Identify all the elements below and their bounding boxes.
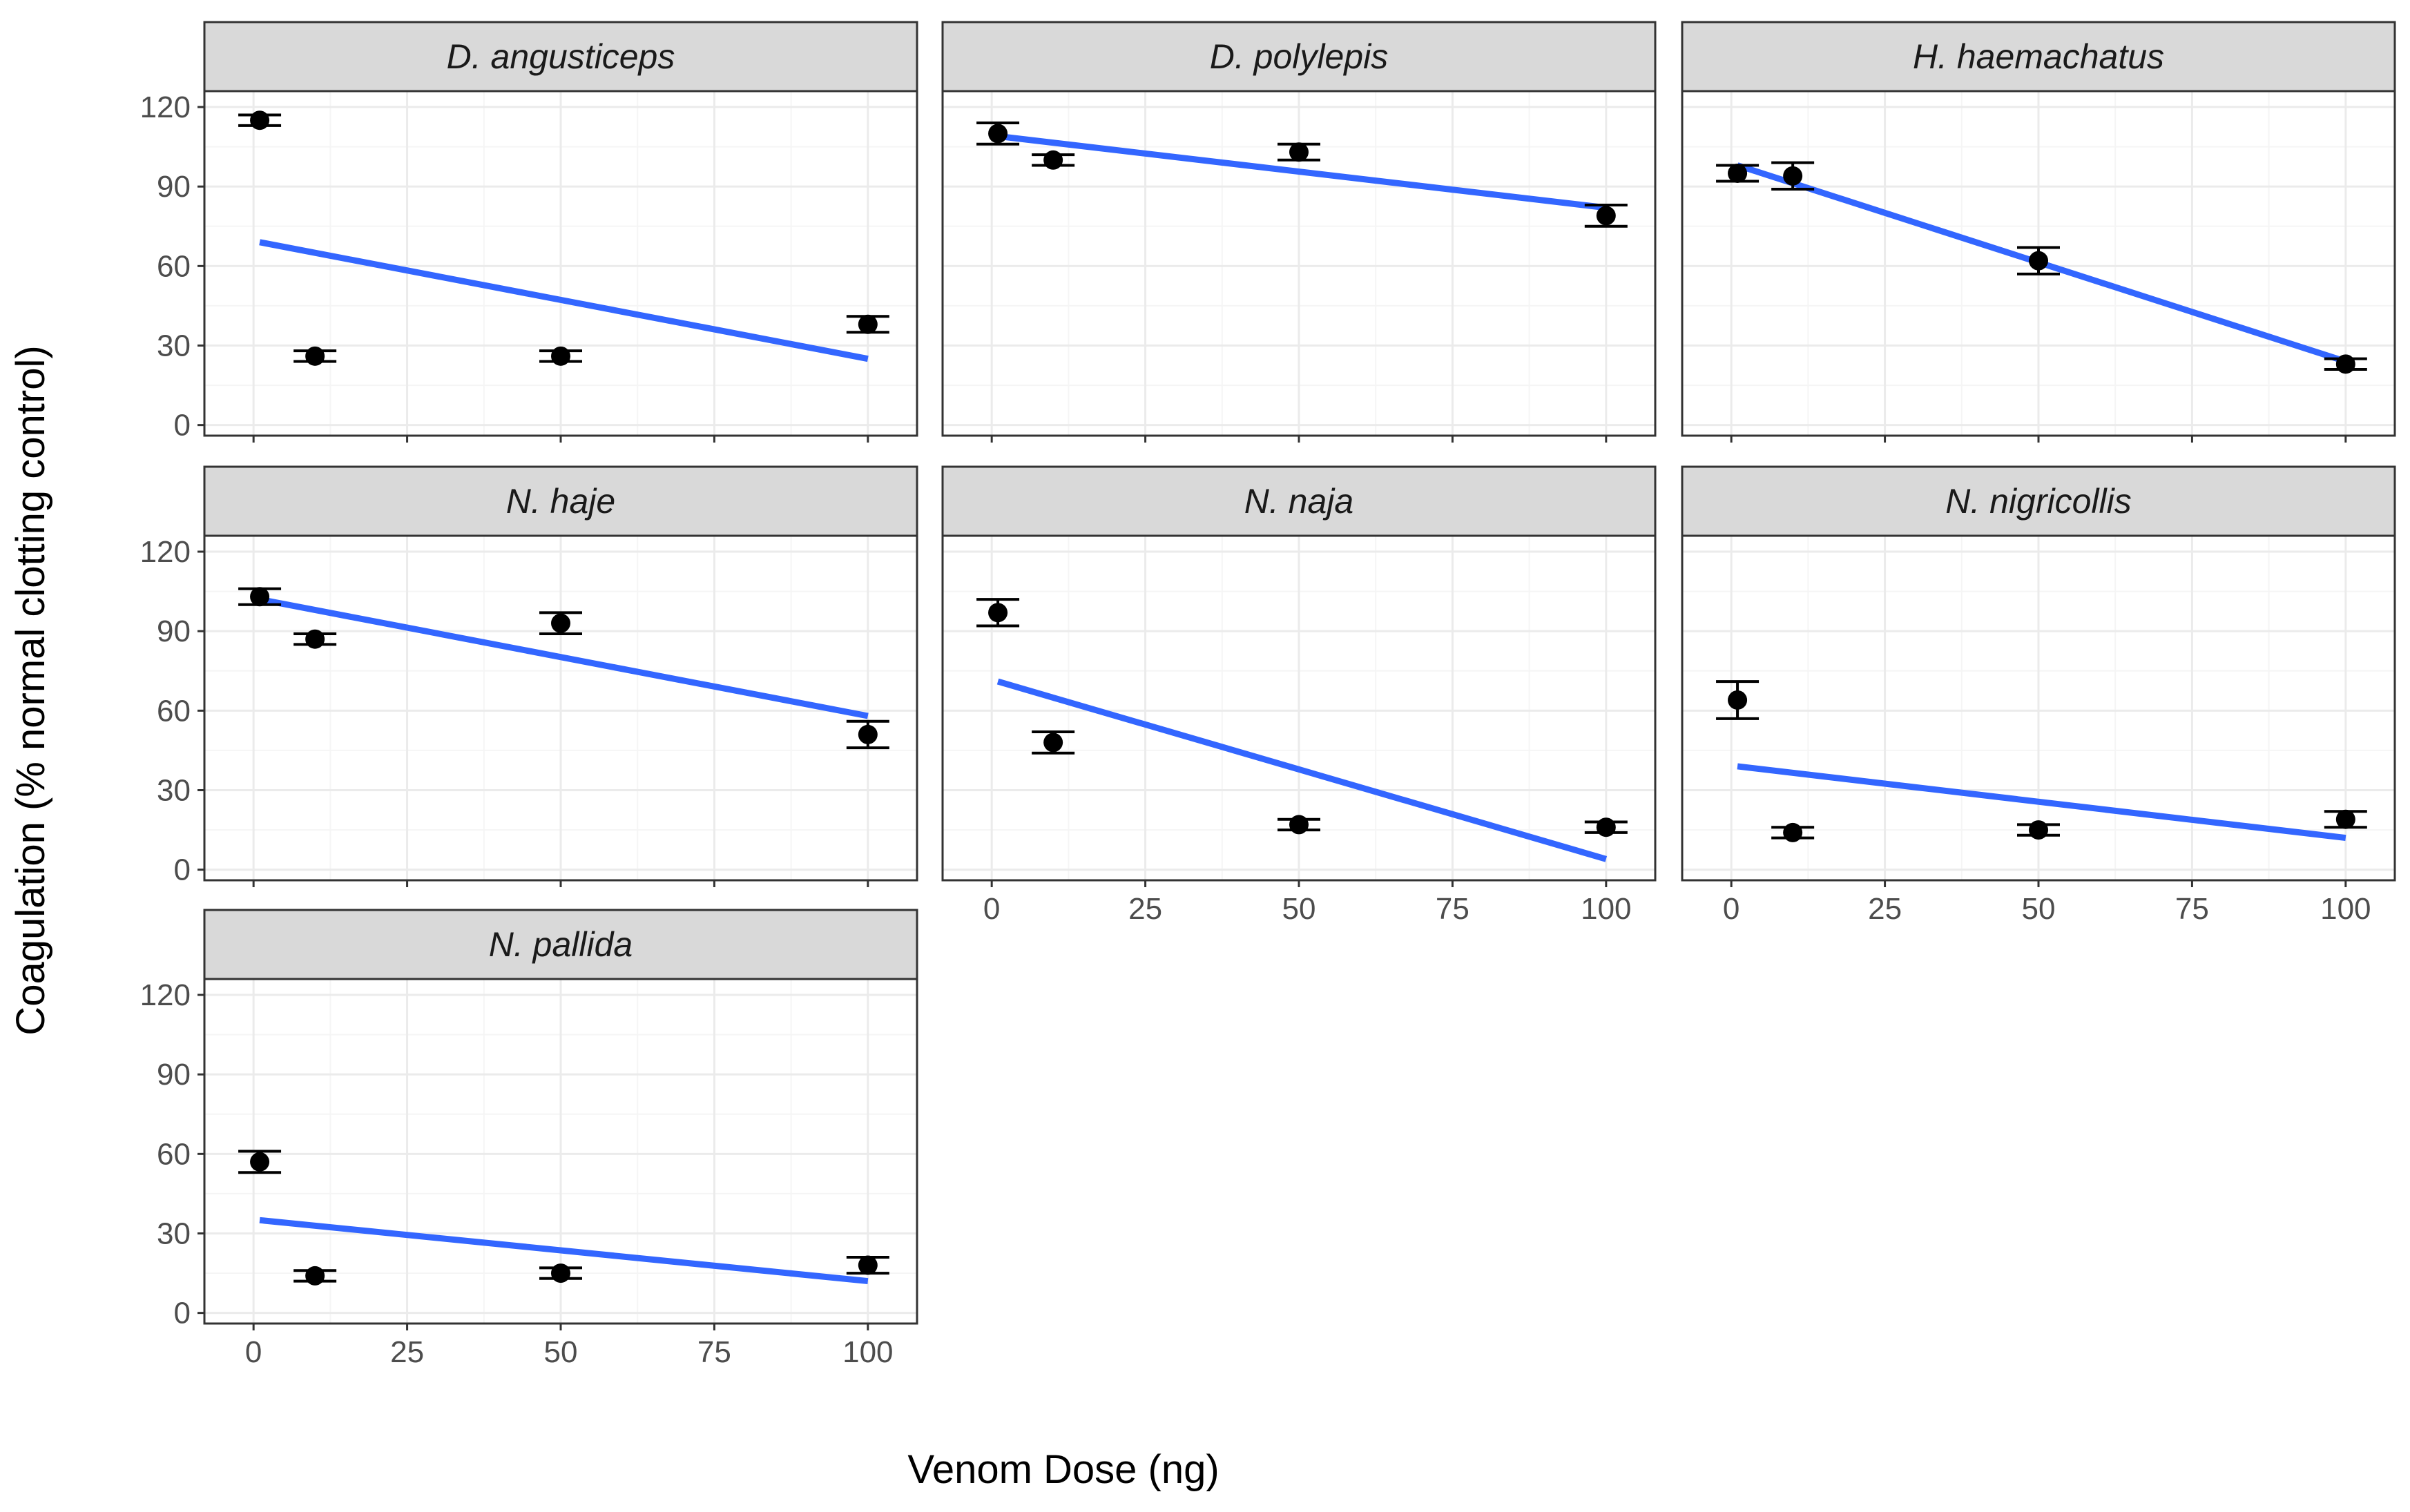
data-point <box>1728 690 1748 710</box>
data-point <box>305 1266 325 1286</box>
data-point <box>1596 206 1616 226</box>
data-point <box>858 1255 878 1275</box>
facet-strip-label: N. pallida <box>489 925 633 964</box>
data-point <box>250 587 270 607</box>
facet-panel: N. naja 0 25 50 75 100 <box>941 465 1657 926</box>
y-tick-label: 0 <box>174 409 191 443</box>
data-point <box>305 346 325 366</box>
data-point <box>858 314 878 334</box>
facet-panel: D. polylepis <box>941 21 1657 443</box>
data-point <box>1043 150 1063 170</box>
facet-panel: D. angusticeps 0 30 60 90 120 <box>140 21 918 443</box>
facet-strip <box>203 465 918 537</box>
fit-line <box>259 596 869 719</box>
data-point <box>551 613 570 633</box>
data-point <box>1783 822 1803 842</box>
facet-strip <box>1681 21 2396 93</box>
data-point <box>551 1263 570 1283</box>
x-tick-label: 50 <box>1282 892 1316 926</box>
facet-panel: H. haemachatus <box>1681 21 2396 443</box>
panels-layer: D. angusticeps 0 30 60 90 120 D. polylepis H. h… <box>140 21 2396 1369</box>
data-point <box>1043 733 1063 753</box>
fit-line <box>996 678 1608 862</box>
x-tick-label: 100 <box>2320 892 2371 926</box>
data-point <box>2029 251 2048 271</box>
fit-line <box>259 1217 869 1285</box>
y-tick-label: 30 <box>157 773 191 807</box>
facet-panel: N. haje 0 30 60 90 120 <box>140 465 918 887</box>
y-tick-label: 90 <box>157 170 191 204</box>
facet-strip <box>941 465 1657 537</box>
data-point <box>1289 815 1309 835</box>
fit-line <box>1737 763 2346 842</box>
facet-strip <box>1681 465 2396 537</box>
data-point <box>250 110 270 130</box>
data-point <box>1783 166 1803 186</box>
fit-line <box>997 133 1607 211</box>
y-tick-label: 90 <box>157 1058 191 1092</box>
x-tick-label: 0 <box>983 892 1000 926</box>
data-point <box>2029 820 2048 840</box>
data-point <box>305 629 325 649</box>
facet-panel: N. pallida 0 30 60 90 120 0 25 50 75 100 <box>140 909 918 1369</box>
y-tick-label: 60 <box>157 694 191 728</box>
facet-strip-label: N. nigricollis <box>1945 482 2132 521</box>
data-point <box>858 724 878 744</box>
facet-strip-label: N. naja <box>1244 482 1353 521</box>
x-tick-label: 0 <box>245 1335 262 1369</box>
data-point <box>1596 817 1616 837</box>
x-tick-label: 0 <box>1723 892 1739 926</box>
x-axis-title: Venom Dose (ng) <box>907 1447 1219 1492</box>
y-tick-label: 0 <box>174 853 191 887</box>
y-tick-label: 30 <box>157 329 191 362</box>
x-tick-label: 25 <box>1128 892 1162 926</box>
y-tick-label: 120 <box>140 90 191 124</box>
data-point <box>1289 142 1309 162</box>
y-tick-label: 60 <box>157 1137 191 1171</box>
data-point <box>250 1152 270 1172</box>
y-tick-label: 60 <box>157 249 191 283</box>
x-tick-label: 75 <box>1436 892 1469 926</box>
x-tick-label: 50 <box>544 1335 578 1369</box>
x-tick-label: 100 <box>842 1335 893 1369</box>
facet-strip-label: D. polylepis <box>1210 37 1388 76</box>
facet-strip-label: D. angusticeps <box>447 37 675 76</box>
data-point <box>2335 809 2355 829</box>
data-point <box>551 346 570 366</box>
x-tick-label: 25 <box>1868 892 1902 926</box>
x-tick-label: 75 <box>2175 892 2209 926</box>
x-tick-label: 75 <box>697 1335 731 1369</box>
y-tick-label: 90 <box>157 614 191 648</box>
x-tick-label: 25 <box>390 1335 424 1369</box>
facet-panel: N. nigricollis 0 25 50 75 100 <box>1681 465 2396 926</box>
facet-strip-label: N. haje <box>506 482 615 521</box>
fit-line <box>259 239 869 362</box>
data-point <box>1728 163 1748 183</box>
y-tick-label: 120 <box>140 535 191 569</box>
facet-strip <box>941 21 1657 93</box>
data-point <box>988 124 1008 144</box>
facet-strip <box>203 21 918 93</box>
facet-strip <box>203 909 918 980</box>
data-point <box>2335 354 2355 374</box>
y-tick-label: 120 <box>140 978 191 1012</box>
data-point <box>988 603 1008 623</box>
facet-strip-label: H. haemachatus <box>1913 37 2164 76</box>
x-tick-label: 100 <box>1581 892 1631 926</box>
x-tick-label: 50 <box>2022 892 2056 926</box>
y-axis-title: Coagulation (% normal clotting control) <box>8 345 53 1035</box>
y-tick-label: 0 <box>174 1297 191 1330</box>
y-tick-label: 30 <box>157 1217 191 1250</box>
